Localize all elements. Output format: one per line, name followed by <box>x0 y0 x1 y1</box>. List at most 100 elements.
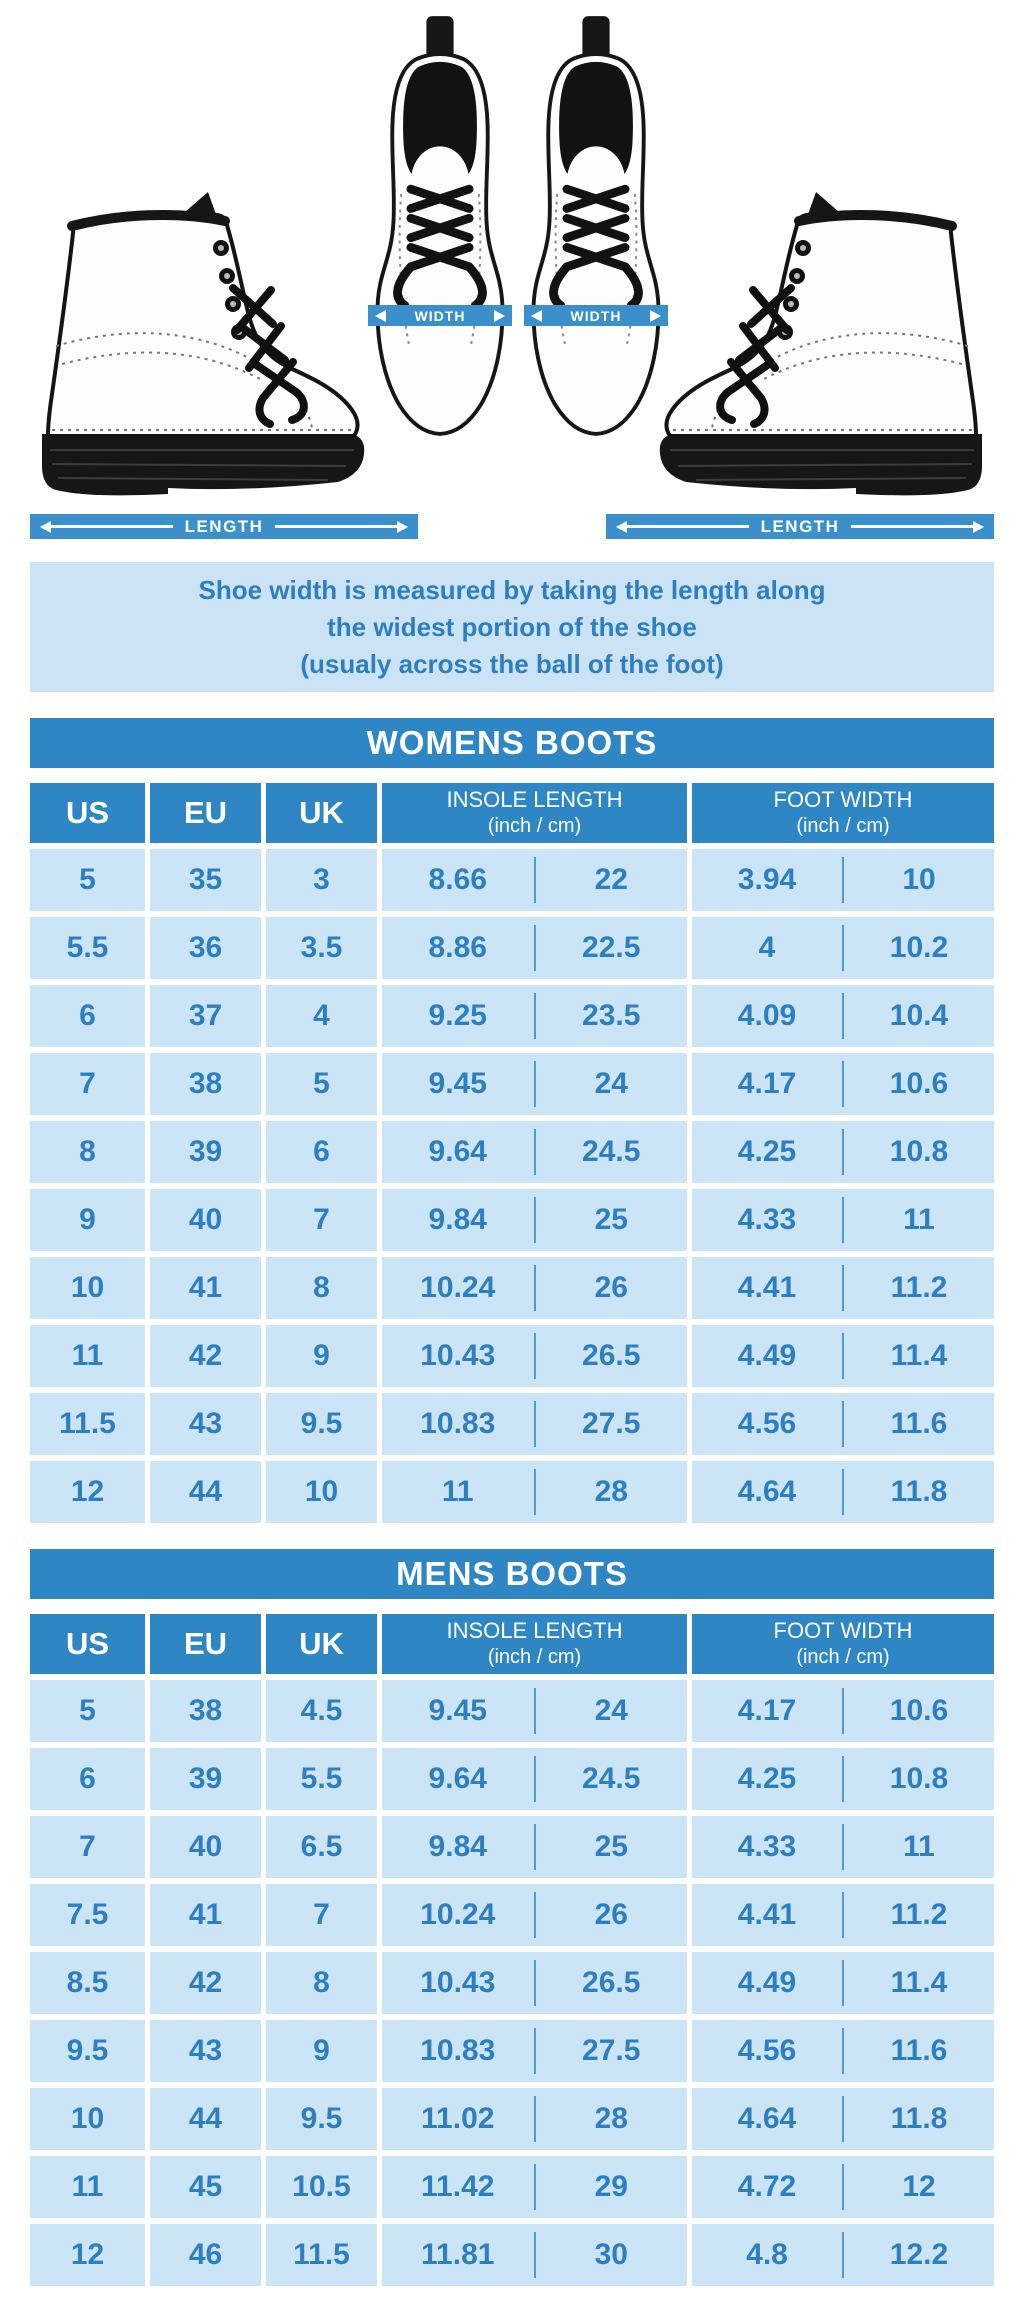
table-row: 7 38 5 9.45 24 4.17 10.6 <box>30 1053 994 1115</box>
cell-divider <box>842 1333 844 1379</box>
column-header-insole-length: INSOLE LENGTH (inch / cm) <box>382 1614 687 1674</box>
cell-divider <box>533 1061 536 1107</box>
top-view-boot-right-image <box>528 8 664 445</box>
cell-eu-size: 44 <box>150 1461 261 1523</box>
cell-foot-width: 4.41 11.2 <box>692 1884 994 1946</box>
cell-divider <box>533 1469 536 1515</box>
cell-foot-width-inch: 4.17 <box>737 1067 797 1100</box>
cell-foot-width-cm: 12 <box>902 2170 936 2203</box>
length-label: LENGTH <box>760 516 840 536</box>
cell-insole-length: 9.45 24 <box>382 1680 687 1742</box>
cell-insole-length-inch: 8.86 <box>428 931 487 964</box>
cell-insole-length-cm: 24.5 <box>582 1135 641 1168</box>
cell-uk-size: 9 <box>266 1325 377 1387</box>
column-header-eu: EU <box>150 783 261 843</box>
table-body: 5 38 4.5 9.45 24 4.17 10.6 6 39 5.5 9.64 24.5 4.25 10… <box>30 1680 994 2286</box>
cell-divider <box>533 2232 536 2278</box>
cell-divider <box>533 1688 536 1734</box>
top-view-boot-right: WIDTH <box>524 8 668 445</box>
width-band-right: WIDTH <box>524 305 668 326</box>
cell-us-size: 6 <box>30 985 145 1047</box>
cell-foot-width: 4.33 11 <box>692 1816 994 1878</box>
cell-divider <box>842 2096 844 2142</box>
cell-foot-width-cm: 11.2 <box>890 1271 948 1304</box>
cell-eu-size: 44 <box>150 2088 261 2150</box>
cell-eu-size: 37 <box>150 985 261 1047</box>
column-header-foot-width: FOOT WIDTH (inch / cm) <box>692 1614 994 1674</box>
cell-divider <box>842 1061 844 1107</box>
cell-insole-length-inch: 10.43 <box>420 1966 496 1999</box>
length-label: LENGTH <box>184 516 264 536</box>
cell-foot-width-inch: 4.41 <box>737 1898 797 1931</box>
cell-us-size: 12 <box>30 2224 145 2286</box>
table-row: 10 44 9.5 11.02 28 4.64 11.8 <box>30 2088 994 2150</box>
cell-uk-size: 8 <box>266 1952 377 2014</box>
width-label: WIDTH <box>570 307 622 324</box>
table-row: 11 45 10.5 11.42 29 4.72 12 <box>30 2156 994 2218</box>
cell-eu-size: 38 <box>150 1053 261 1115</box>
cell-foot-width: 4 10.2 <box>692 917 994 979</box>
cell-us-size: 12 <box>30 1461 145 1523</box>
cell-foot-width-inch: 4.17 <box>737 1694 797 1727</box>
cell-insole-length-cm: 25 <box>594 1203 628 1236</box>
cell-divider <box>842 1401 844 1447</box>
cell-eu-size: 40 <box>150 1189 261 1251</box>
cell-insole-length-inch: 11 <box>441 1475 474 1508</box>
column-header-insole-length: INSOLE LENGTH (inch / cm) <box>382 783 687 843</box>
cell-divider <box>533 2164 536 2210</box>
cell-foot-width: 4.25 10.8 <box>692 1121 994 1183</box>
cell-divider <box>533 1197 536 1243</box>
cell-uk-size: 3.5 <box>266 917 377 979</box>
cell-uk-size: 6 <box>266 1121 377 1183</box>
cell-uk-size: 7 <box>266 1189 377 1251</box>
cell-eu-size: 39 <box>150 1121 261 1183</box>
table-row: 9 40 7 9.84 25 4.33 11 <box>30 1189 994 1251</box>
cell-insole-length: 10.24 26 <box>382 1884 687 1946</box>
cell-foot-width-cm: 10.2 <box>889 931 949 964</box>
cell-us-size: 5 <box>30 849 145 911</box>
cell-divider <box>533 993 536 1039</box>
table-row: 12 44 10 11 28 4.64 11.8 <box>30 1461 994 1523</box>
cell-us-size: 11 <box>30 1325 145 1387</box>
cell-foot-width-inch: 4.25 <box>737 1762 797 1795</box>
cell-eu-size: 45 <box>150 2156 261 2218</box>
cell-uk-size: 4.5 <box>266 1680 377 1742</box>
table-row: 10 41 8 10.24 26 4.41 11.2 <box>30 1257 994 1319</box>
cell-insole-length: 8.86 22.5 <box>382 917 687 979</box>
cell-foot-width-cm: 11 <box>903 1830 935 1863</box>
arrow-line <box>627 525 749 528</box>
cell-foot-width-inch: 4.33 <box>737 1830 797 1863</box>
cell-insole-length-cm: 24 <box>594 1067 628 1100</box>
cell-insole-length-inch: 9.45 <box>428 1067 487 1100</box>
cell-insole-length-inch: 9.25 <box>428 999 487 1032</box>
cell-us-size: 8 <box>30 1121 145 1183</box>
table-row: 11.5 43 9.5 10.83 27.5 4.56 11.6 <box>30 1393 994 1455</box>
cell-divider <box>533 1265 536 1311</box>
column-header-units: (inch / cm) <box>487 1646 582 1668</box>
cell-insole-length-cm: 26 <box>594 1271 628 1304</box>
cell-foot-width: 3.94 10 <box>692 849 994 911</box>
cell-eu-size: 36 <box>150 917 261 979</box>
table-row: 5 38 4.5 9.45 24 4.17 10.6 <box>30 1680 994 1742</box>
cell-divider <box>842 2232 844 2278</box>
cell-foot-width-inch: 4.64 <box>737 1475 797 1508</box>
cell-eu-size: 40 <box>150 1816 261 1878</box>
cell-insole-length-inch: 10.24 <box>420 1271 496 1304</box>
arrow-left-icon <box>616 520 627 533</box>
cell-foot-width-inch: 4.09 <box>737 999 797 1032</box>
cell-divider <box>842 2028 844 2074</box>
table-title: WOMENS BOOTS <box>30 718 994 768</box>
cell-divider <box>842 1129 844 1175</box>
width-label: WIDTH <box>414 307 466 324</box>
cell-insole-length-cm: 24 <box>594 1694 628 1727</box>
table-row: 6 39 5.5 9.64 24.5 4.25 10.8 <box>30 1748 994 1810</box>
cell-insole-length-inch: 10.24 <box>420 1898 496 1931</box>
arrow-line <box>851 525 974 528</box>
side-view-boot-right-image <box>658 188 996 498</box>
arrow-left-icon <box>531 309 542 322</box>
cell-divider <box>533 857 536 903</box>
cell-insole-length-inch: 11.02 <box>421 2102 495 2135</box>
cell-foot-width: 4.64 11.8 <box>692 1461 994 1523</box>
mens-boots-table: MENS BOOTS US EU UK INSOLE LENGTH (inch … <box>30 1549 994 2286</box>
cell-insole-length: 9.64 24.5 <box>382 1121 687 1183</box>
